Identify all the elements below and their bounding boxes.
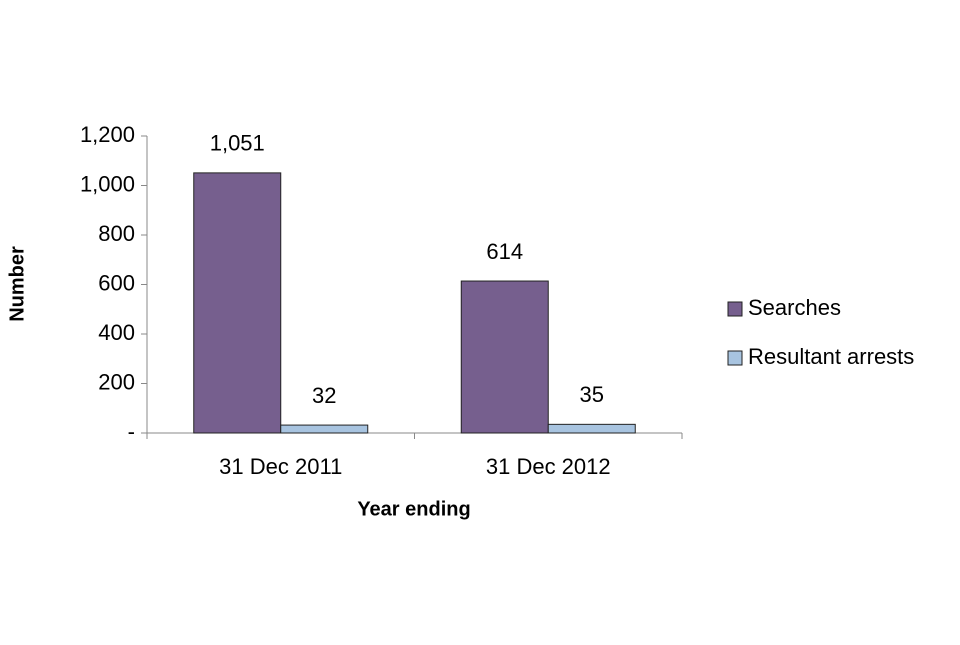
value-label: 614 xyxy=(486,239,523,264)
value-label: 32 xyxy=(312,383,336,408)
y-axis-title: Number xyxy=(6,246,28,322)
y-tick-label: - xyxy=(128,419,135,444)
bar xyxy=(193,172,282,434)
y-tick-label: 1,000 xyxy=(80,171,135,196)
legend-swatch xyxy=(727,350,743,366)
y-tick-label: 600 xyxy=(98,270,135,295)
bar xyxy=(460,280,549,434)
x-tick-label: 31 Dec 2012 xyxy=(486,454,611,479)
y-tick-label: 400 xyxy=(98,320,135,345)
y-tick-label: 1,200 xyxy=(80,122,135,147)
y-tick-label: 200 xyxy=(98,369,135,394)
legend-label: Resultant arrests xyxy=(748,344,914,369)
y-tick-label: 800 xyxy=(98,221,135,246)
value-label: 1,051 xyxy=(210,131,265,156)
bar xyxy=(547,423,636,434)
bar xyxy=(280,424,369,434)
value-label: 35 xyxy=(580,382,604,407)
x-tick-label: 31 Dec 2011 xyxy=(219,454,342,479)
x-axis-title: Year ending xyxy=(357,498,470,520)
legend-swatch xyxy=(727,301,743,317)
legend-label: Searches xyxy=(748,295,841,320)
